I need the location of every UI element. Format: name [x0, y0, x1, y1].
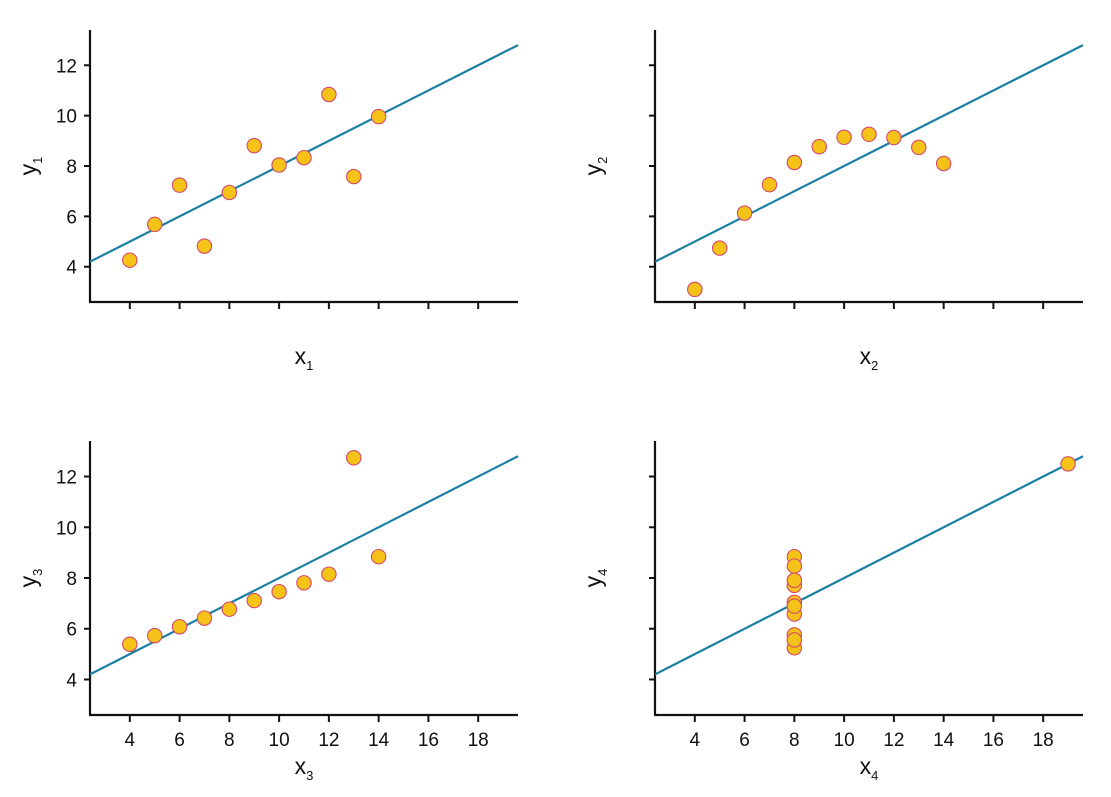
- panel-1-data-point: [370, 108, 387, 125]
- panel-3-ytick-label: 6: [66, 620, 77, 641]
- panel-3-data-point: [321, 566, 337, 582]
- panel-2-data-point: [911, 139, 927, 156]
- panel-4-data-point: [1060, 456, 1076, 472]
- panel-4-data-point: [786, 598, 803, 614]
- panel-2-data-point: [836, 129, 852, 146]
- panel-4-data-point: [786, 558, 803, 574]
- panel-3-data-point: [246, 592, 262, 609]
- panel-3-data-point: [221, 601, 238, 617]
- panel-2-data-point: [935, 155, 952, 172]
- panel-3-xtick-label: 10: [269, 730, 290, 751]
- panel-1-data-point: [196, 238, 213, 254]
- panel-3-xtick-label: 16: [418, 730, 439, 751]
- panel-2-x-axis-label: x2: [860, 343, 879, 373]
- panel-3-data-point: [271, 583, 287, 600]
- panel-4-xtick-label: 4: [690, 730, 701, 751]
- panel-2: x2 y2: [580, 30, 1084, 373]
- panel-1-ytick-label: 4: [66, 258, 77, 279]
- panel-1-data-point: [171, 177, 188, 193]
- panel-1-ytick-label: 8: [66, 157, 77, 178]
- panel-4-x-axis-label: x4: [860, 753, 879, 783]
- panel-3-y-axis-label: y3: [15, 569, 45, 588]
- panel-4-data-point: [786, 632, 803, 648]
- panel-1-data-point: [271, 157, 287, 173]
- panel-3-data-point: [346, 449, 362, 466]
- panel-2-data-point: [886, 129, 902, 146]
- panel-4: 4 6 8 10 12 14 16 18 x4 y4: [580, 441, 1084, 783]
- panel-3-xtick-label: 6: [174, 730, 185, 751]
- panel-3-x-axis-label: x3: [295, 753, 314, 783]
- panel-3-data-point: [146, 627, 163, 644]
- panel-1-data-point: [221, 184, 238, 201]
- panel-3-xtick-label: 18: [468, 730, 489, 751]
- panel-3: 4 6 8 10 12 4 6 8 10 12 14 16 18 x3 y3: [15, 441, 519, 783]
- panel-1-data-point: [122, 252, 138, 268]
- panel-4-xtick-label: 18: [1033, 730, 1054, 751]
- panel-4-fit-line: [655, 455, 1084, 676]
- panel-1-y-axis-label: y1: [15, 157, 45, 176]
- panel-1-x-axis-label: x1: [295, 343, 314, 373]
- panel-1-data-point: [346, 168, 362, 185]
- panel-1-ytick-label: 10: [56, 107, 77, 128]
- panel-3-data-point: [296, 575, 312, 591]
- panel-4-xtick-label: 6: [739, 730, 750, 751]
- panel-4-data-point: [786, 572, 803, 589]
- panel-4-xtick-label: 14: [933, 730, 955, 751]
- panel-4-xtick-label: 8: [789, 730, 800, 751]
- panel-2-data-point: [861, 126, 877, 143]
- panel-3-ytick-label: 4: [66, 670, 77, 691]
- panel-1-data-point: [321, 86, 337, 103]
- panel-3-data-point: [171, 618, 188, 635]
- panel-2-data-point: [811, 138, 827, 155]
- panel-3-data-point: [370, 548, 387, 565]
- panel-3-ytick-label: 12: [56, 468, 77, 489]
- panel-1-ytick-label: 12: [56, 56, 77, 77]
- panel-1-data-point: [146, 216, 163, 233]
- panel-1: 4 6 8 10 12 x1 y1: [15, 30, 519, 373]
- panel-4-xtick-label: 12: [883, 730, 904, 751]
- panel-4-y-axis-label: y4: [580, 569, 610, 588]
- panel-2-data-point: [736, 205, 753, 221]
- panel-2-data-point: [711, 240, 728, 256]
- panel-3-ytick-label: 10: [56, 518, 77, 539]
- panel-3-ytick-label: 8: [66, 569, 77, 590]
- panel-2-data-point: [786, 154, 803, 171]
- panel-4-xtick-label: 16: [983, 730, 1004, 751]
- panel-4-xtick-label: 10: [834, 730, 855, 751]
- panel-3-xtick-label: 14: [368, 730, 390, 751]
- panel-3-data-point: [122, 636, 138, 652]
- panel-3-xtick-label: 4: [125, 730, 136, 751]
- panel-2-data-point: [761, 176, 778, 193]
- panel-1-data-point: [246, 137, 262, 154]
- panel-3-xtick-label: 12: [318, 730, 339, 751]
- panel-1-data-point: [296, 149, 312, 166]
- panel-2-data-point: [687, 281, 703, 298]
- panel-2-y-axis-label: y2: [580, 157, 610, 176]
- panel-1-ytick-label: 6: [66, 207, 77, 228]
- panel-3-data-point: [196, 610, 213, 626]
- panel-3-xtick-label: 8: [224, 730, 235, 751]
- panel-2-fit-line: [655, 44, 1084, 263]
